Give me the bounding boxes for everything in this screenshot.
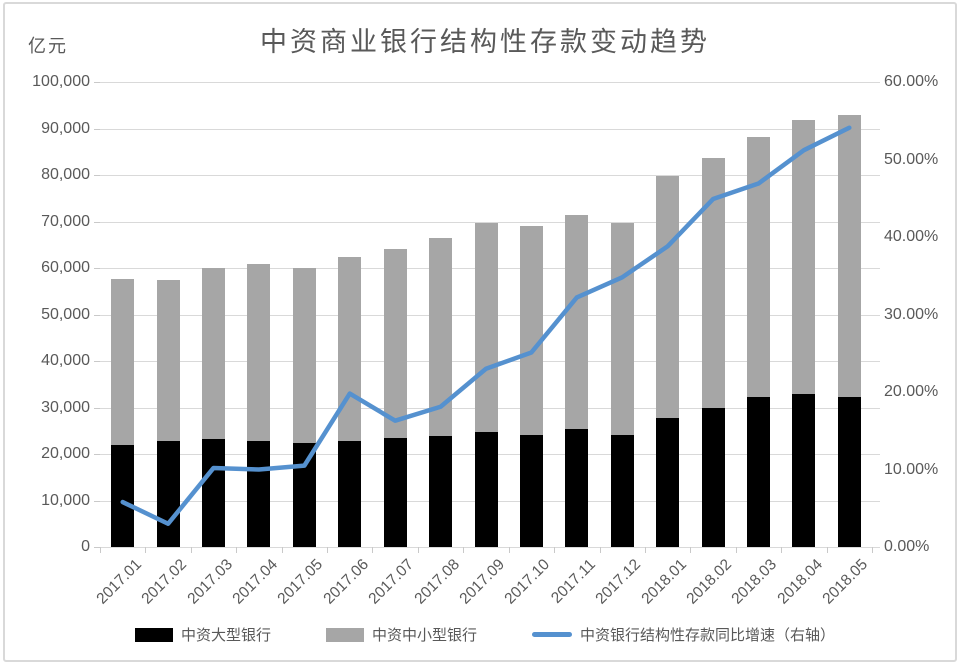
x-axis-tick [281,547,283,553]
chart-border-frame [3,2,957,662]
y-axis-tick-label: 20,000 [41,445,90,462]
x-axis-tick [781,547,783,553]
legend: 中资大型银行 中资中小型银行 中资银行结构性存款同比增速（右轴） [0,624,970,645]
legend-item: 中资中小型银行 [325,624,477,645]
bar-segment-small_medium_banks [111,279,135,445]
legend-swatch-large_banks [134,627,173,642]
bar-segment-small_medium_banks [519,225,543,435]
y-axis-tick-label: 0 [81,538,90,555]
bar-segment-large_banks [202,438,226,547]
bar-segment-large_banks [383,438,407,547]
bar-segment-small_medium_banks [247,264,271,441]
x-axis-tick [872,547,873,553]
bar-segment-small_medium_banks [474,222,498,433]
x-axis-tick [508,547,510,553]
y-axis-tick [94,82,100,83]
y-axis-tick [94,314,100,316]
legend-item: 中资大型银行 [134,624,271,645]
right-axis-tick-label: 30.00% [884,305,939,323]
x-axis-tick [554,547,556,553]
legend-swatch-small_medium_banks [325,627,364,642]
y-axis-tick-label: 90,000 [41,119,90,137]
left-axis-unit-label: 亿元 [28,36,68,56]
gridline [100,547,880,548]
bar-segment-small_medium_banks [610,222,634,436]
bar-segment-large_banks [701,407,725,547]
bar-segment-large_banks [746,396,770,547]
bar-segment-small_medium_banks [202,268,226,439]
chart-title: 中资商业银行结构性存款变动趋势 [260,27,710,57]
bar-segment-large_banks [474,432,498,547]
bar-segment-small_medium_banks [565,214,589,429]
y-axis-tick-label: 50,000 [41,305,90,323]
bar-segment-small_medium_banks [746,137,770,397]
bar-segment-large_banks [111,444,135,547]
y-axis-tick [94,221,100,223]
legend-label: 中资大型银行 [180,627,271,644]
bar-segment-large_banks [519,434,543,547]
y-axis-tick [94,547,100,548]
bar-segment-large_banks [338,440,362,547]
right-axis-tick-label: 40.00% [884,228,939,245]
bar-segment-small_medium_banks [156,279,180,442]
y-axis-tick [94,128,100,130]
right-axis-tick-label: 20.00% [884,383,939,400]
right-axis-tick-label: 0.00% [884,538,930,555]
right-axis-tick-label: 60.00% [884,73,939,90]
x-axis-tick [644,547,646,553]
bar-segment-small_medium_banks [429,237,453,436]
bar-segment-small_medium_banks [383,249,407,439]
y-axis-tick [94,500,100,502]
y-axis-tick [94,454,100,455]
bar-segment-large_banks [792,394,816,547]
y-axis-tick-label: 60,000 [41,259,90,276]
bar-segment-small_medium_banks [292,268,316,443]
x-axis-tick [690,547,692,553]
bar-segment-large_banks [156,441,180,547]
x-axis-tick [826,547,828,553]
right-axis-tick-label: 10.00% [884,460,939,478]
y-axis-tick-label: 80,000 [41,166,90,183]
y-axis-tick [94,361,100,362]
bar-segment-large_banks [292,442,316,547]
y-axis-tick-label: 70,000 [41,212,90,230]
bar-segment-large_banks [565,428,589,547]
gridline [100,128,880,130]
gridline [100,82,880,83]
x-axis-tick [327,547,329,553]
bar-segment-large_banks [837,397,861,547]
y-axis-tick [94,407,100,409]
bar-segment-large_banks [656,417,680,547]
x-axis-tick [463,547,465,553]
y-axis-tick-label: 100,000 [32,73,90,90]
x-axis-tick [372,547,374,553]
bar-segment-small_medium_banks [792,120,816,394]
bar-segment-small_medium_banks [656,176,680,418]
right-axis-tick-label: 50.00% [884,150,939,168]
bar-segment-large_banks [429,435,453,547]
bar-segment-large_banks [610,435,634,547]
y-axis-tick [94,175,100,176]
legend-label: 中资中小型银行 [371,627,477,644]
bar-segment-large_banks [247,440,271,547]
x-axis-tick [100,547,101,553]
bar-segment-small_medium_banks [837,115,861,398]
bar-segment-small_medium_banks [701,158,725,408]
legend-swatch-growth_line [532,632,572,637]
x-axis-tick [599,547,601,553]
y-axis-tick-label: 30,000 [41,398,90,416]
x-axis-tick [190,547,192,553]
y-axis-tick-label: 40,000 [41,352,90,369]
x-axis-tick [145,547,147,553]
bar-segment-small_medium_banks [338,257,362,441]
y-axis-tick [94,268,100,269]
x-axis-tick [417,547,419,553]
x-axis-tick [735,547,737,553]
x-axis-tick [236,547,238,553]
legend-label: 中资银行结构性存款同比增速（右轴） [580,627,836,644]
legend-item: 中资银行结构性存款同比增速（右轴） [532,624,835,645]
y-axis-tick-label: 10,000 [41,491,90,509]
